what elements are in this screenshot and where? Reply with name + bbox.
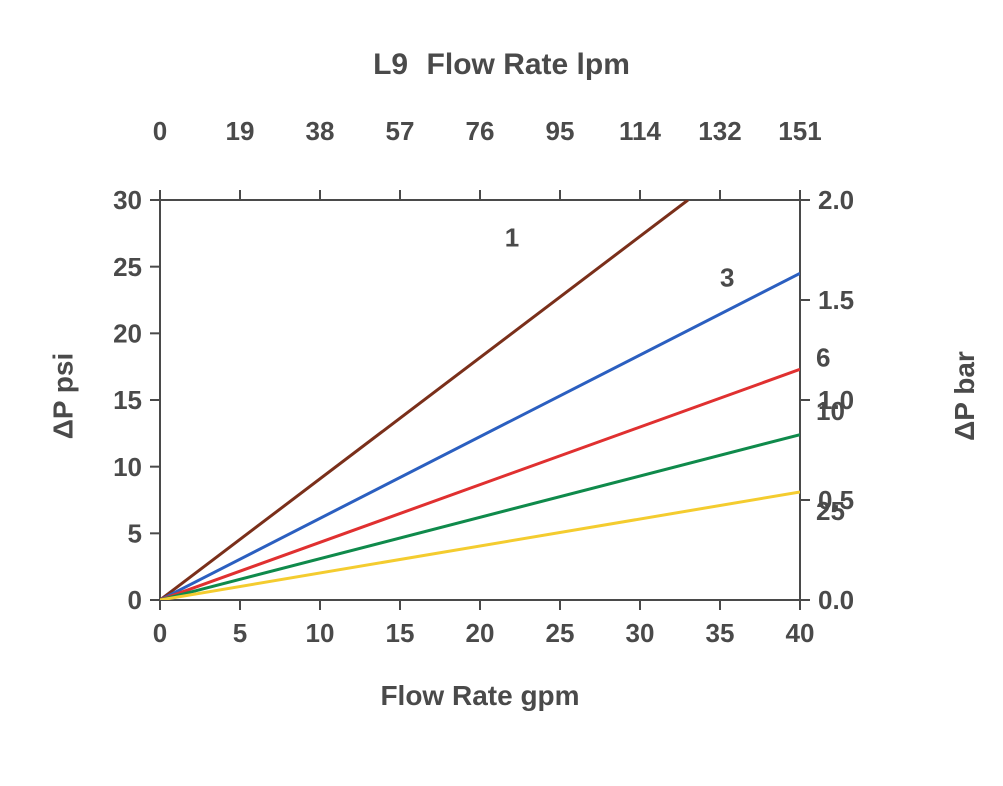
x-bottom-tick-label: 5 [233, 618, 247, 648]
left-axis-title: ΔP psi [47, 353, 79, 440]
y-left-tick-label: 0 [128, 585, 142, 615]
x-bottom-tick-label: 0 [153, 618, 167, 648]
series-line [160, 200, 688, 600]
x-bottom-tick-label: 15 [386, 618, 415, 648]
series-label: 25 [816, 496, 845, 526]
x-top-tick-label: 95 [546, 116, 575, 146]
y-left-tick-label: 25 [113, 252, 142, 282]
x-bottom-tick-label: 35 [706, 618, 735, 648]
series-line [160, 435, 800, 600]
x-top-tick-label: 151 [778, 116, 821, 146]
chart-container: { "chart": { "type": "line", "title_pref… [0, 0, 1003, 786]
chart-code-label: L9 [373, 48, 408, 81]
top-axis-title: Flow Rate lpm [427, 48, 630, 81]
y-left-tick-label: 30 [113, 185, 142, 215]
y-left-tick-label: 5 [128, 518, 142, 548]
series-label: 3 [720, 263, 734, 293]
x-top-tick-label: 38 [306, 116, 335, 146]
y-right-tick-label: 1.5 [818, 285, 854, 315]
y-right-tick-label: 0.0 [818, 585, 854, 615]
series-line [160, 273, 800, 600]
series-label: 1 [505, 223, 519, 253]
top-title-row: L9 Flow Rate lpm [0, 48, 1003, 82]
x-top-tick-label: 19 [226, 116, 255, 146]
x-bottom-tick-label: 30 [626, 618, 655, 648]
y-left-tick-label: 20 [113, 318, 142, 348]
x-bottom-tick-label: 10 [306, 618, 335, 648]
x-top-tick-label: 0 [153, 116, 167, 146]
x-top-tick-label: 57 [386, 116, 415, 146]
plot-border [160, 200, 800, 600]
y-left-tick-label: 10 [113, 452, 142, 482]
bottom-axis-title: Flow Rate gpm [280, 680, 680, 712]
x-bottom-tick-label: 25 [546, 618, 575, 648]
x-top-tick-label: 114 [619, 116, 661, 146]
x-bottom-tick-label: 40 [786, 618, 815, 648]
right-axis-title: ΔP bar [949, 351, 981, 441]
chart-svg: 0510152025303540019385776951141321510510… [0, 0, 1003, 786]
series-line [160, 492, 800, 600]
y-right-tick-label: 2.0 [818, 185, 854, 215]
x-top-tick-label: 132 [698, 116, 741, 146]
series-label: 6 [816, 343, 830, 373]
series-line [160, 369, 800, 600]
x-top-tick-label: 76 [466, 116, 495, 146]
x-bottom-tick-label: 20 [466, 618, 495, 648]
y-left-tick-label: 15 [113, 385, 142, 415]
series-label: 10 [816, 396, 845, 426]
